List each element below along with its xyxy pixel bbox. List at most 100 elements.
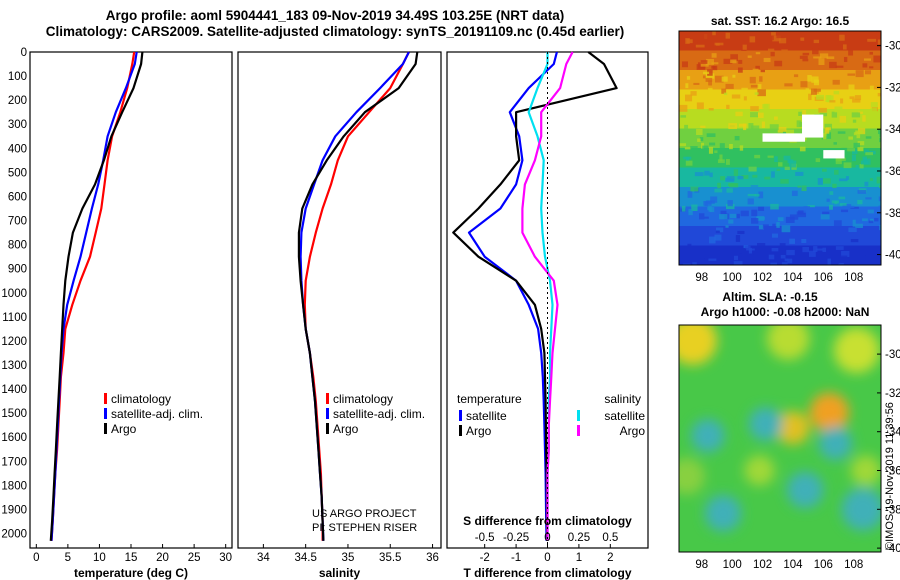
sst-texture xyxy=(831,261,840,265)
s-diff-tick-label: -0.5 xyxy=(475,532,495,544)
sst-texture xyxy=(750,106,759,112)
sst-texture xyxy=(700,61,709,67)
sst-texture xyxy=(793,74,799,78)
sst-texture xyxy=(726,104,730,110)
legend-swatch-salinity-satellite xyxy=(577,410,580,421)
sst-texture xyxy=(755,52,761,55)
sst-texture xyxy=(750,112,758,118)
sst-texture xyxy=(795,171,804,176)
sst-texture xyxy=(738,253,742,257)
sst-texture xyxy=(826,56,835,60)
sst-texture xyxy=(771,247,779,252)
sst-texture xyxy=(751,209,758,217)
sst-texture xyxy=(845,176,850,180)
sst-texture xyxy=(843,162,852,169)
sst-texture xyxy=(857,141,865,146)
sst-map-title: sat. SST: 16.2 Argo: 16.5 xyxy=(711,14,850,28)
sst-texture xyxy=(870,108,877,114)
sst-texture xyxy=(813,79,820,86)
sst-texture xyxy=(769,262,778,265)
sst-texture xyxy=(879,130,881,138)
sst-texture xyxy=(865,136,872,139)
sst-texture xyxy=(802,110,807,117)
sst-texture xyxy=(879,185,881,189)
sst-texture xyxy=(878,128,881,135)
sst-texture xyxy=(857,199,863,205)
sst-texture xyxy=(688,208,692,213)
sla-anomaly-blob xyxy=(744,455,775,486)
sla-lon-tick-label: 100 xyxy=(723,559,742,571)
sst-texture xyxy=(741,175,749,179)
sst-texture xyxy=(714,234,722,241)
sst-texture xyxy=(772,35,781,42)
sst-texture xyxy=(748,166,757,172)
sst-texture xyxy=(774,60,783,67)
sst-texture xyxy=(770,51,775,57)
pi-annotation: PI: STEPHEN RISER xyxy=(312,522,417,534)
depth-tick-label: 1300 xyxy=(1,360,27,372)
sla-anomaly-blob xyxy=(818,426,853,461)
sst-texture xyxy=(813,88,821,92)
sst-texture xyxy=(687,243,692,246)
sst-lon-tick-label: 106 xyxy=(814,272,833,284)
sst-texture xyxy=(846,148,856,152)
sst-texture xyxy=(843,56,848,63)
depth-tick-label: 1700 xyxy=(1,456,27,468)
sst-texture xyxy=(831,200,839,204)
legend-swatch-argo xyxy=(104,423,107,434)
depth-tick-label: 400 xyxy=(8,143,27,155)
sst-texture xyxy=(850,206,859,209)
sst-texture xyxy=(868,220,874,224)
sst-texture xyxy=(840,255,848,261)
sst-texture xyxy=(705,77,713,82)
sst-texture xyxy=(808,250,816,257)
sst-texture xyxy=(714,150,718,154)
depth-tick-label: 1800 xyxy=(1,480,27,492)
temp-x-tick-label: 5 xyxy=(65,552,71,564)
sst-texture xyxy=(736,213,740,219)
sst-texture xyxy=(703,201,712,206)
sst-texture xyxy=(750,254,754,260)
sla-anomaly-blob xyxy=(767,325,810,360)
sst-lat-tick-label: -40 xyxy=(885,250,900,262)
legend-swatch-climatology xyxy=(104,393,107,404)
sst-texture xyxy=(708,108,714,111)
sst-texture xyxy=(732,74,736,78)
sst-texture xyxy=(833,90,840,95)
sst-texture xyxy=(822,211,830,215)
sst-texture xyxy=(710,196,718,203)
sst-texture xyxy=(811,32,816,37)
sst-texture xyxy=(865,197,872,200)
sst-texture xyxy=(848,136,853,140)
sst-texture xyxy=(853,132,857,136)
sst-lat-tick-label: -36 xyxy=(885,166,900,178)
sst-texture xyxy=(690,91,697,96)
sst-texture xyxy=(862,218,868,222)
sst-texture xyxy=(829,100,836,103)
sst-lat-tick-label: -30 xyxy=(885,41,900,53)
sst-texture xyxy=(837,131,846,134)
sst-texture xyxy=(855,130,864,134)
sla-lat-tick-label: -32 xyxy=(885,388,900,400)
sst-texture xyxy=(749,36,756,43)
sst-texture xyxy=(725,159,730,165)
sst-texture xyxy=(859,164,864,169)
legend-label-satellite-adj-clim-: satellite-adj. clim. xyxy=(111,407,203,421)
sst-texture xyxy=(763,57,771,63)
diff-x-tick-label: -2 xyxy=(480,552,490,564)
sst-texture xyxy=(777,126,787,133)
sst-texture xyxy=(835,157,842,165)
sst-texture xyxy=(776,33,785,39)
sla-anomaly-blob xyxy=(841,488,881,531)
sst-texture xyxy=(725,225,729,228)
sst-texture xyxy=(767,259,771,265)
figure-title-line1: Argo profile: aoml 5904441_183 09-Nov-20… xyxy=(105,8,565,23)
sst-texture xyxy=(781,225,791,233)
sst-texture xyxy=(878,196,881,202)
sst-texture xyxy=(706,58,714,65)
sst-texture xyxy=(856,131,861,139)
sst-texture xyxy=(813,39,820,44)
sst-texture xyxy=(690,186,699,192)
sst-texture xyxy=(695,44,705,48)
